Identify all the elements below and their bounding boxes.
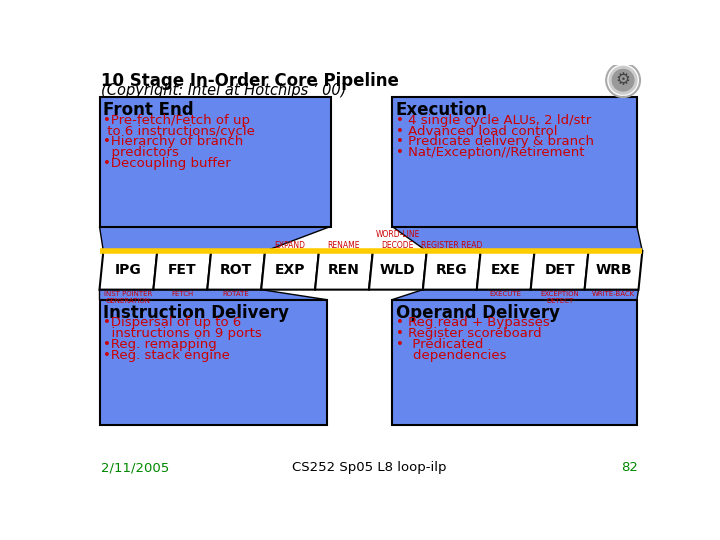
Polygon shape bbox=[315, 251, 373, 289]
FancyBboxPatch shape bbox=[99, 300, 327, 425]
Polygon shape bbox=[153, 251, 211, 289]
Text: •Dispersal of up to 6: •Dispersal of up to 6 bbox=[104, 316, 242, 329]
Text: CS252 Sp05 L8 loop-ilp: CS252 Sp05 L8 loop-ilp bbox=[292, 462, 446, 475]
Text: ROT: ROT bbox=[220, 264, 252, 278]
FancyBboxPatch shape bbox=[392, 300, 637, 425]
Text: • Reg read + Bypasses: • Reg read + Bypasses bbox=[396, 316, 549, 329]
Polygon shape bbox=[261, 251, 319, 289]
Polygon shape bbox=[207, 251, 265, 289]
Text: • 4 single cycle ALUs, 2 ld/str: • 4 single cycle ALUs, 2 ld/str bbox=[396, 114, 591, 127]
Polygon shape bbox=[99, 226, 330, 251]
Text: • Register scoreboard: • Register scoreboard bbox=[396, 327, 541, 340]
Text: EXP: EXP bbox=[275, 264, 305, 278]
Text: instructions on 9 ports: instructions on 9 ports bbox=[104, 327, 262, 340]
Text: FET: FET bbox=[168, 264, 197, 278]
Text: • Advanced load control: • Advanced load control bbox=[396, 125, 557, 138]
Text: ROTATE: ROTATE bbox=[222, 291, 250, 297]
Text: Instruction Delivery: Instruction Delivery bbox=[104, 303, 289, 321]
Text: •Reg. stack engine: •Reg. stack engine bbox=[104, 349, 230, 362]
FancyBboxPatch shape bbox=[392, 97, 637, 226]
Polygon shape bbox=[99, 289, 327, 300]
Text: DET: DET bbox=[544, 264, 575, 278]
Polygon shape bbox=[392, 226, 642, 251]
Text: • Predicate delivery & branch: • Predicate delivery & branch bbox=[396, 136, 594, 148]
Polygon shape bbox=[585, 251, 642, 289]
Polygon shape bbox=[531, 251, 588, 289]
Polygon shape bbox=[369, 251, 427, 289]
Text: EXECUTE: EXECUTE bbox=[490, 291, 522, 297]
Text: INST POINTER
GENERATION: INST POINTER GENERATION bbox=[104, 291, 153, 304]
Text: WRB: WRB bbox=[595, 264, 631, 278]
Text: Front End: Front End bbox=[104, 101, 194, 119]
Text: •  Predicated: • Predicated bbox=[396, 338, 483, 351]
Text: WLD: WLD bbox=[380, 264, 415, 278]
Text: (Copyright: Intel at Hotchips ’ 00): (Copyright: Intel at Hotchips ’ 00) bbox=[101, 83, 346, 98]
Text: IPG: IPG bbox=[115, 264, 142, 278]
Text: 82: 82 bbox=[621, 462, 639, 475]
Text: •Pre-fetch/Fetch of up: •Pre-fetch/Fetch of up bbox=[104, 114, 251, 127]
Text: WRITE-BACK: WRITE-BACK bbox=[592, 291, 635, 297]
Text: WORD-LINE
DECODE: WORD-LINE DECODE bbox=[376, 230, 420, 249]
Text: predictors: predictors bbox=[104, 146, 179, 159]
Text: EXE: EXE bbox=[491, 264, 521, 278]
Text: ⚙: ⚙ bbox=[616, 71, 631, 89]
Text: REG: REG bbox=[436, 264, 467, 278]
FancyBboxPatch shape bbox=[99, 97, 330, 226]
Polygon shape bbox=[423, 251, 481, 289]
Text: EXCEPTION
DETECT: EXCEPTION DETECT bbox=[540, 291, 579, 304]
Polygon shape bbox=[477, 251, 534, 289]
Text: •Hierarchy of branch: •Hierarchy of branch bbox=[104, 136, 243, 148]
Text: FETCH: FETCH bbox=[171, 291, 194, 297]
Circle shape bbox=[609, 66, 637, 94]
Polygon shape bbox=[392, 289, 639, 300]
Text: Operand Delivery: Operand Delivery bbox=[396, 303, 560, 321]
Text: •Reg. remapping: •Reg. remapping bbox=[104, 338, 217, 351]
Text: REGISTER READ: REGISTER READ bbox=[421, 241, 482, 249]
Text: •Decoupling buffer: •Decoupling buffer bbox=[104, 157, 231, 170]
Text: EXPAND: EXPAND bbox=[274, 241, 305, 249]
Polygon shape bbox=[99, 251, 157, 289]
Text: 2/11/2005: 2/11/2005 bbox=[101, 462, 169, 475]
Text: REN: REN bbox=[328, 264, 360, 278]
Text: 10 Stage In-Order Core Pipeline: 10 Stage In-Order Core Pipeline bbox=[101, 72, 399, 91]
Text: dependencies: dependencies bbox=[396, 349, 506, 362]
Text: • Nat/Exception//Retirement: • Nat/Exception//Retirement bbox=[396, 146, 585, 159]
Text: RENAME: RENAME bbox=[328, 241, 360, 249]
Text: to 6 instructions/cycle: to 6 instructions/cycle bbox=[104, 125, 255, 138]
Circle shape bbox=[612, 70, 634, 91]
Text: Execution: Execution bbox=[396, 101, 488, 119]
